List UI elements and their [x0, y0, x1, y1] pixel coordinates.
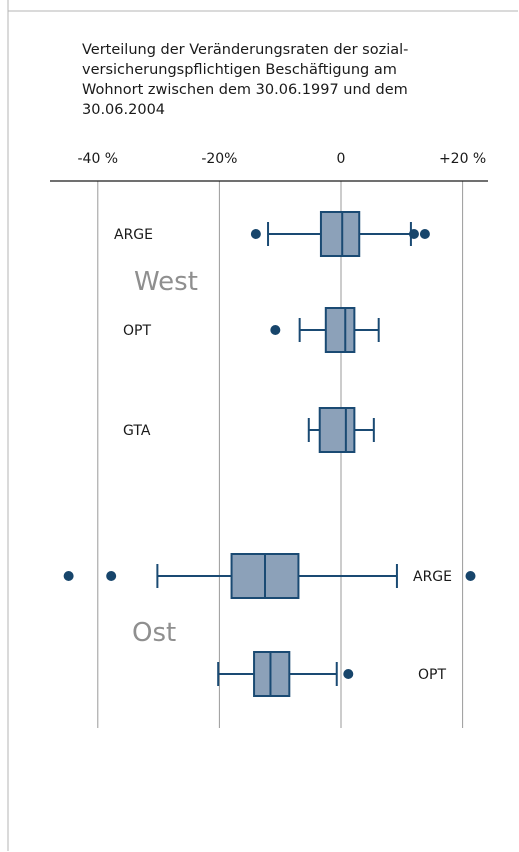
outlier-point — [408, 229, 419, 239]
chart-title: Verteilung der Veränderungsraten der soz… — [82, 40, 482, 120]
region-label: Ost — [132, 618, 176, 648]
x-tick-label: +20 % — [439, 151, 486, 167]
series-label: ARGE — [413, 569, 452, 585]
outlier-point — [270, 325, 281, 335]
iqr-box — [319, 211, 361, 257]
outlier-point — [419, 229, 430, 239]
chart-title-line: versicherungspflichtigen Beschäftigung a… — [82, 62, 397, 78]
x-tick-label: 0 — [337, 151, 346, 167]
boxplot-row: ARGE — [63, 553, 476, 599]
outlier-point — [106, 571, 117, 581]
boxplot-row: OPT — [217, 651, 446, 697]
x-tick-label: -20% — [201, 151, 237, 167]
boxplot-row: GTA — [123, 407, 375, 453]
outlier-point — [63, 571, 74, 581]
outlier-point — [250, 229, 261, 239]
outlier-point — [465, 571, 476, 581]
series-label: OPT — [418, 667, 446, 683]
iqr-box — [318, 407, 356, 453]
boxplot-row: OPT — [123, 307, 380, 353]
outlier-point — [343, 669, 354, 679]
chart-title-line: 30.06.2004 — [82, 102, 166, 118]
iqr-box — [324, 307, 356, 353]
iqr-box — [253, 651, 291, 697]
region-label: West — [134, 267, 198, 297]
series-label: OPT — [123, 323, 151, 339]
series-label: GTA — [123, 423, 151, 439]
chart-title-line: Verteilung der Veränderungsraten der soz… — [82, 42, 409, 58]
x-tick-label: -40 % — [77, 151, 118, 167]
series-label: ARGE — [114, 227, 153, 243]
boxplot-row: ARGE — [114, 211, 430, 257]
chart-title-line: Wohnort zwischen dem 30.06.1997 und dem — [82, 82, 408, 98]
